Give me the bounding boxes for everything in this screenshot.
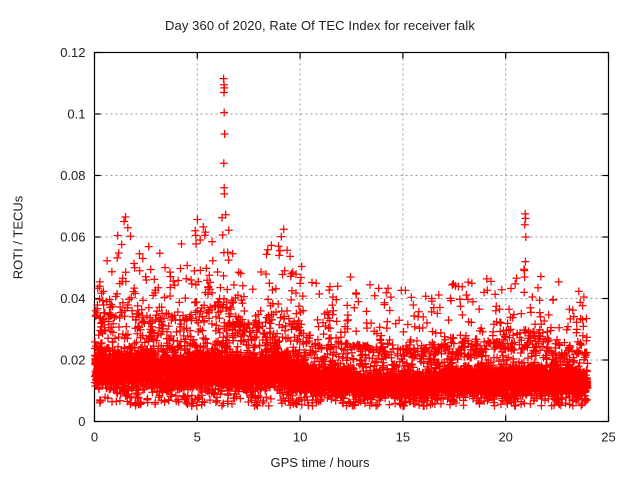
tick-labels: 0 0.02 0.04 0.06 0.08 0.1 0.12 0 5 10 15 20 25 [60,45,616,445]
svg-text:5: 5 [194,430,201,445]
svg-text:0.08: 0.08 [60,168,85,183]
svg-text:0: 0 [91,430,98,445]
chart-title: Day 360 of 2020, Rate Of TEC Index for r… [165,18,475,33]
svg-text:0.04: 0.04 [60,291,85,306]
svg-text:0: 0 [78,414,85,429]
svg-text:0.1: 0.1 [67,107,85,122]
svg-text:20: 20 [498,430,512,445]
svg-text:15: 15 [396,430,410,445]
svg-text:0.06: 0.06 [60,230,85,245]
x-axis-label: GPS time / hours [270,455,370,470]
svg-text:25: 25 [601,430,615,445]
svg-text:10: 10 [293,430,307,445]
plot-frame [93,51,610,423]
data-point-series [90,74,592,410]
svg-text:0.02: 0.02 [60,353,85,368]
svg-text:0.12: 0.12 [60,45,85,60]
